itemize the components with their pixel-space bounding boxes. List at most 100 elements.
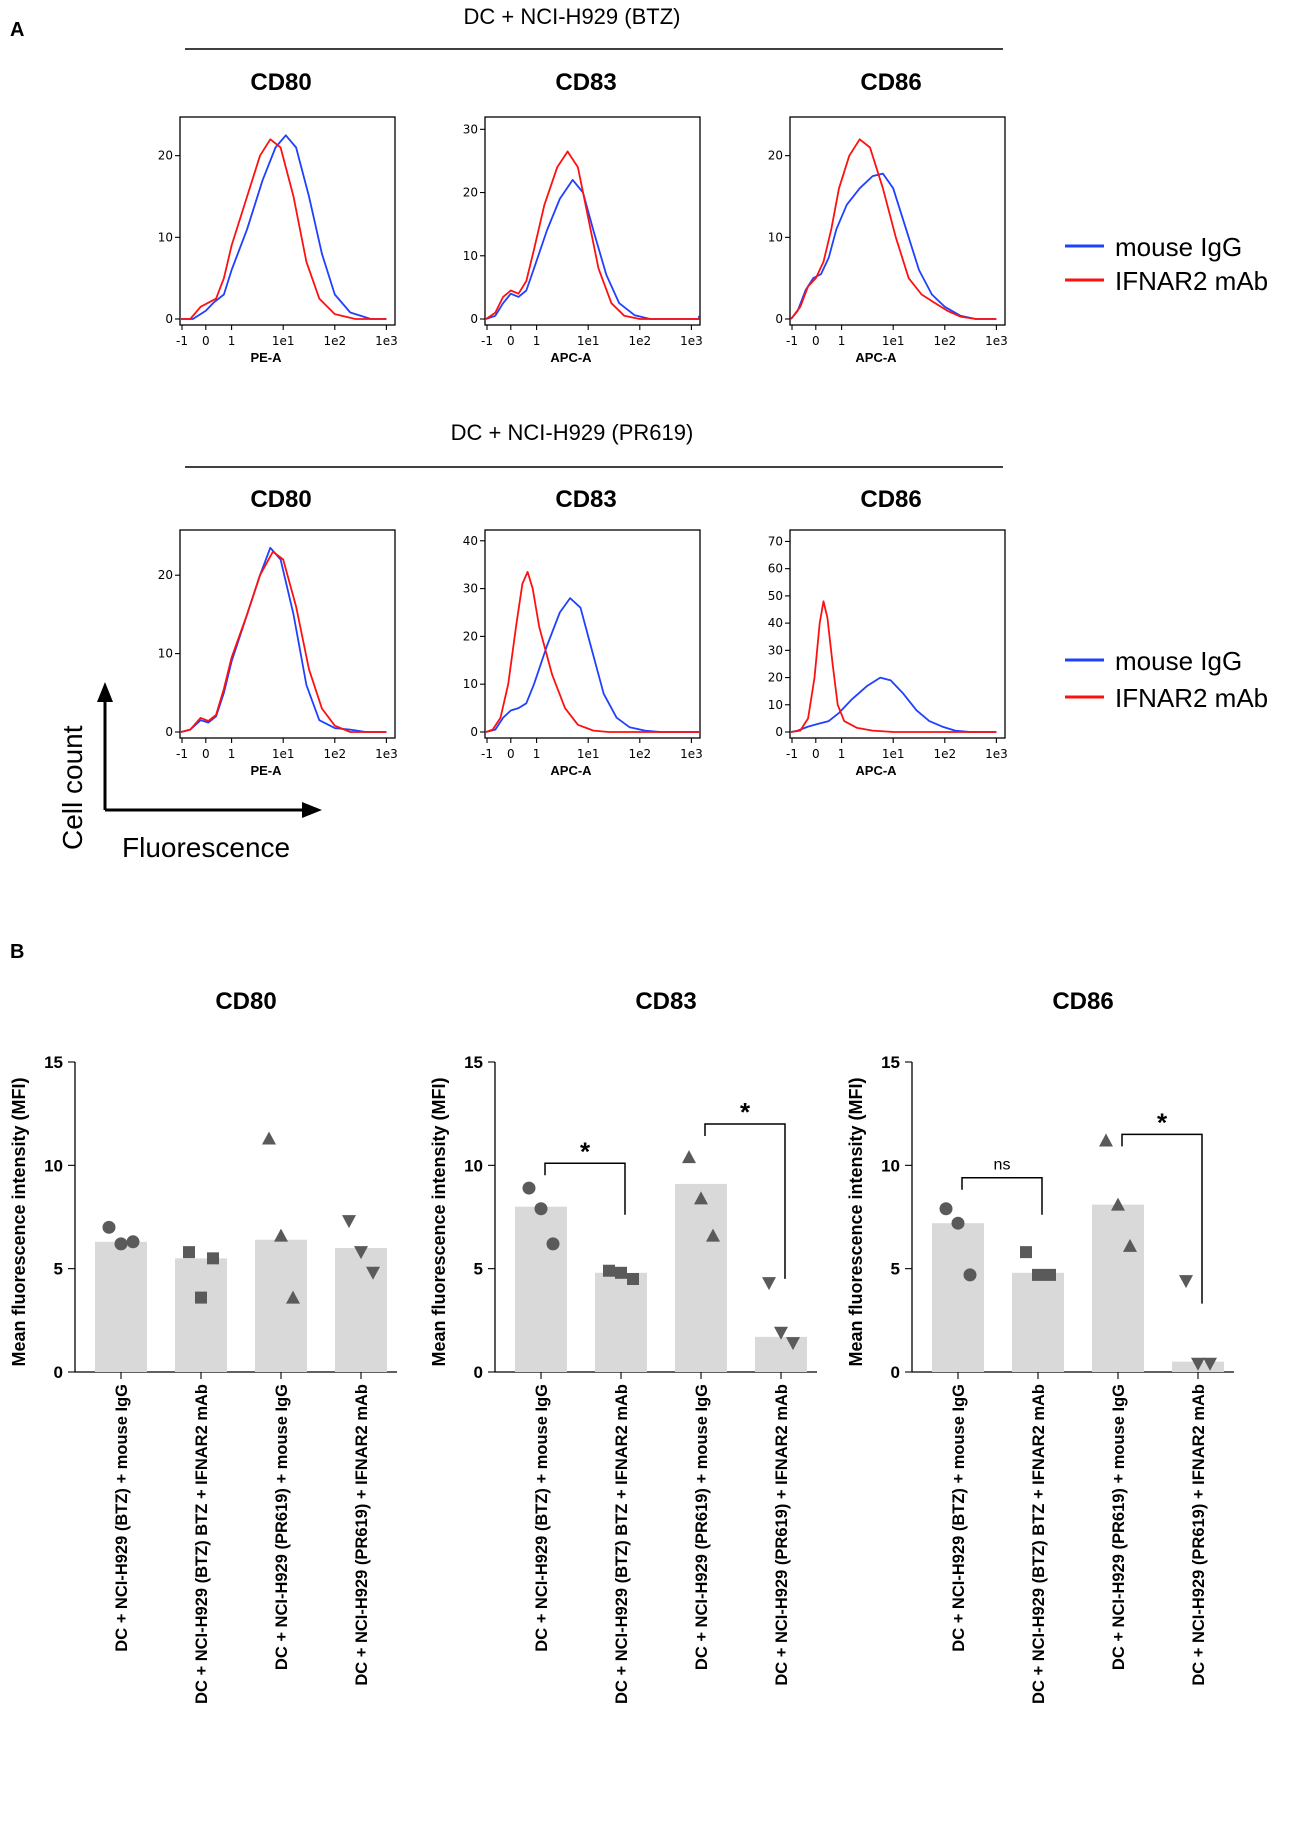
histogram-title: CD83 xyxy=(555,69,616,96)
series-ifnar2-mab xyxy=(180,550,387,733)
bar-chart-cd80: CD80 Mean fluorescence intensity (MFI) 0 5 1… xyxy=(9,988,397,1704)
y-tick-label: 10 xyxy=(44,1156,63,1175)
x-tick-label: 1e1 xyxy=(577,747,600,761)
y-tick-label: 20 xyxy=(768,671,783,685)
x-axis-label: PE-A xyxy=(250,350,282,365)
y-tick-label: 5 xyxy=(891,1260,900,1279)
point-triangle xyxy=(694,1191,708,1205)
panel-b-label: B xyxy=(10,941,24,963)
legend-label-mouse-igg-2: mouse IgG xyxy=(1115,646,1242,676)
series-mouse-igg xyxy=(790,676,997,733)
y-tick-label: 10 xyxy=(158,647,173,661)
x-axis-label: APC-A xyxy=(550,763,592,778)
y-tick-label: 20 xyxy=(463,186,478,200)
histogram-title: CD83 xyxy=(555,486,616,513)
bar-1 xyxy=(1012,1272,1064,1372)
point-triangle xyxy=(262,1131,276,1145)
category-label-1: DC + NCI-H929 (BTZ) BTZ + IFNAR2 mAb xyxy=(613,1384,631,1704)
bar-3 xyxy=(335,1248,387,1372)
x-tick-label: 1 xyxy=(838,334,846,348)
histogram-title: CD86 xyxy=(860,69,921,96)
point-circle xyxy=(939,1202,953,1216)
point-square xyxy=(207,1252,219,1265)
point-triangle xyxy=(1111,1197,1125,1211)
point-circle xyxy=(522,1181,536,1195)
x-tick-label: 1e3 xyxy=(680,334,703,348)
point-triangle-down xyxy=(1179,1275,1193,1289)
point-triangle xyxy=(706,1228,720,1242)
bar-0 xyxy=(95,1241,147,1372)
series-mouse-igg xyxy=(180,546,387,733)
x-tick-label: -1 xyxy=(176,747,188,761)
x-tick-label: 1e2 xyxy=(323,334,346,348)
x-tick-label: -1 xyxy=(481,334,493,348)
category-label-1: DC + NCI-H929 (BTZ) BTZ + IFNAR2 mAb xyxy=(1030,1384,1048,1704)
category-label-0: DC + NCI-H929 (BTZ) + mouse IgG xyxy=(113,1384,131,1652)
x-tick-label: 1 xyxy=(838,747,846,761)
histogram-frame xyxy=(179,116,396,326)
x-tick-label: 0 xyxy=(507,334,515,348)
panel-b: CD80 Mean fluorescence intensity (MFI) 0 5 1… xyxy=(9,988,1234,1704)
significance-label-1: * xyxy=(1157,1107,1168,1137)
x-tick-label: 0 xyxy=(202,747,210,761)
point-circle xyxy=(546,1237,560,1251)
y-tick-label: 30 xyxy=(463,582,478,596)
y-tick-label: 70 xyxy=(768,534,783,548)
category-label-3: DC + NCI-H929 (PR619) + IFNAR2 mAb xyxy=(773,1384,791,1686)
category-label-3: DC + NCI-H929 (PR619) + IFNAR2 mAb xyxy=(1190,1384,1208,1686)
series-ifnar2-mab xyxy=(790,600,997,733)
legend-top: mouse IgG IFNAR2 mAb xyxy=(1065,232,1268,296)
point-triangle-down xyxy=(1203,1357,1217,1371)
y-axis-label: Mean fluorescence intensity (MFI) xyxy=(9,1077,29,1366)
x-tick-label: 0 xyxy=(812,334,820,348)
x-tick-label: 1e1 xyxy=(882,334,905,348)
legend-bottom: mouse IgG IFNAR2 mAb xyxy=(1065,646,1268,713)
legend-label-mouse-igg: mouse IgG xyxy=(1115,232,1242,262)
x-tick-label: 1e1 xyxy=(577,334,600,348)
point-triangle xyxy=(682,1150,696,1164)
point-circle xyxy=(126,1235,140,1249)
point-triangle-down xyxy=(1191,1357,1205,1371)
x-tick-label: 1e3 xyxy=(680,747,703,761)
series-ifnar2-mab xyxy=(485,150,699,320)
group-title-0: DC + NCI-H929 (BTZ) xyxy=(464,4,681,29)
category-label-2: DC + NCI-H929 (PR619) + mouse IgG xyxy=(693,1384,711,1670)
significance-bracket-0 xyxy=(961,1176,1043,1215)
y-tick-label: 10 xyxy=(768,230,783,244)
y-tick-label: 20 xyxy=(158,149,173,163)
point-triangle-down xyxy=(774,1326,788,1340)
y-tick-label: 10 xyxy=(464,1156,483,1175)
point-square xyxy=(615,1266,627,1279)
x-tick-label: 1 xyxy=(228,334,236,348)
y-tick-label: 0 xyxy=(775,725,783,739)
chart-title: CD86 xyxy=(1052,988,1113,1015)
x-tick-label: -1 xyxy=(786,747,798,761)
y-tick-label: 0 xyxy=(470,725,478,739)
y-tick-label: 10 xyxy=(463,249,478,263)
x-axis-label: APC-A xyxy=(855,350,897,365)
significance-label-0: * xyxy=(580,1136,591,1166)
point-triangle-down xyxy=(342,1215,356,1229)
x-arrow-head xyxy=(302,802,322,818)
bar-2 xyxy=(675,1183,727,1372)
point-triangle xyxy=(1123,1238,1137,1252)
significance-bracket-1 xyxy=(1121,1133,1203,1304)
series-mouse-igg xyxy=(485,597,699,733)
histogram-frame xyxy=(789,116,1006,326)
point-circle xyxy=(963,1268,977,1282)
point-circle xyxy=(102,1220,116,1234)
y-axis-label: Mean fluorescence intensity (MFI) xyxy=(429,1077,449,1366)
point-square xyxy=(1032,1268,1044,1281)
y-tick-label: 40 xyxy=(463,534,478,548)
bar-chart-cd86: CD86 Mean fluorescence intensity (MFI) 0 5 1… xyxy=(846,988,1234,1704)
y-tick-label: 20 xyxy=(158,568,173,582)
y-tick-label: 10 xyxy=(768,698,783,712)
series-mouse-igg xyxy=(790,172,997,320)
point-circle xyxy=(534,1202,548,1216)
point-triangle xyxy=(1099,1133,1113,1147)
